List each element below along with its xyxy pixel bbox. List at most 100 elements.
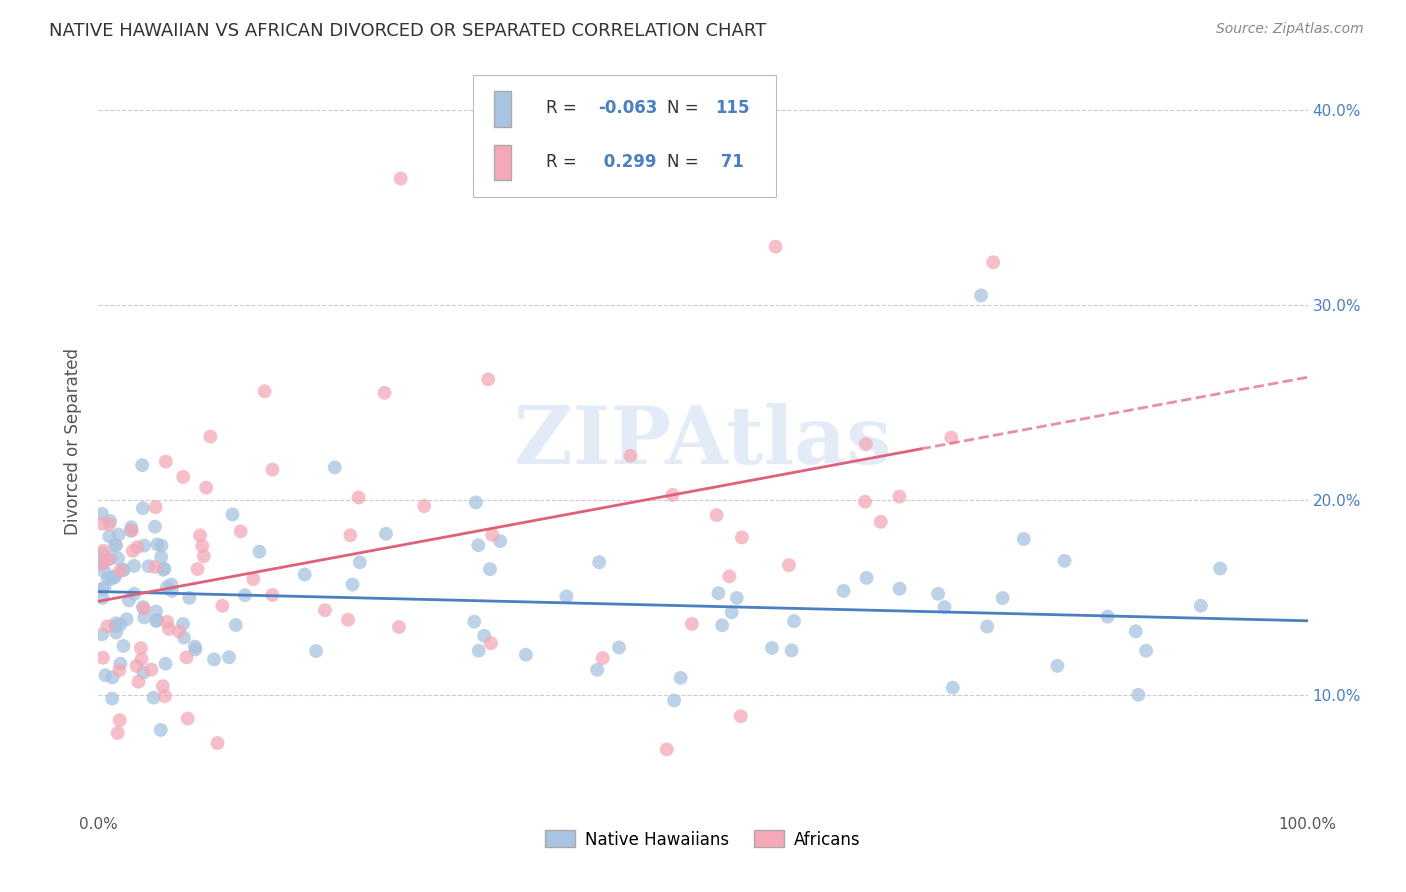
Point (138, 559, 160, 574)
Point (104, 539, 127, 553)
Point (184, 642, 207, 657)
Point (94, 668, 117, 682)
Point (225, 618, 247, 632)
Point (112, 563, 135, 577)
Point (110, 617, 132, 632)
Text: Source: ZipAtlas.com: Source: ZipAtlas.com (1216, 22, 1364, 37)
Point (349, 555, 371, 569)
Point (832, 584, 855, 599)
Point (294, 567, 316, 582)
Point (479, 562, 502, 576)
Point (661, 488, 683, 502)
Point (101, 691, 124, 706)
Text: N =: N = (666, 153, 703, 170)
Point (121, 524, 143, 538)
Point (662, 693, 685, 707)
Point (193, 549, 215, 564)
FancyBboxPatch shape (494, 91, 510, 127)
Point (104, 568, 127, 582)
Point (145, 614, 167, 628)
Text: R =: R = (546, 99, 582, 118)
Point (157, 622, 180, 636)
Point (131, 458, 153, 473)
Text: 115: 115 (716, 99, 749, 118)
Point (337, 613, 360, 627)
Point (707, 586, 730, 600)
Point (202, 652, 225, 666)
Point (152, 563, 174, 577)
Point (146, 613, 169, 627)
Point (191, 539, 214, 553)
Point (253, 384, 276, 399)
Point (1189, 599, 1212, 613)
Text: -0.063: -0.063 (598, 99, 657, 118)
Point (107, 726, 129, 740)
Point (134, 539, 156, 553)
Point (730, 709, 752, 723)
Point (93, 565, 115, 579)
Point (413, 499, 436, 513)
Point (152, 679, 174, 693)
Point (129, 641, 152, 656)
Point (108, 713, 131, 727)
Point (184, 640, 207, 654)
Y-axis label: Divorced or Separated: Divorced or Separated (65, 348, 83, 535)
Point (323, 460, 346, 475)
Point (167, 624, 190, 639)
Point (145, 604, 167, 618)
Point (104, 619, 127, 633)
Point (127, 540, 149, 554)
Point (481, 528, 503, 542)
Point (889, 490, 911, 504)
Legend: Native Hawaiians, Africans: Native Hawaiians, Africans (538, 823, 868, 855)
Point (150, 550, 173, 565)
Point (207, 736, 229, 750)
Point (132, 665, 155, 680)
Point (97, 571, 120, 585)
Text: R =: R = (546, 153, 582, 170)
Point (388, 620, 411, 634)
Point (150, 539, 173, 553)
Point (149, 723, 172, 737)
Point (122, 587, 145, 601)
Point (195, 481, 218, 495)
Point (155, 455, 177, 469)
Point (93, 544, 115, 558)
Text: 0.299: 0.299 (598, 153, 657, 170)
Point (262, 588, 284, 602)
Point (655, 742, 678, 756)
Point (314, 603, 336, 617)
Point (467, 538, 489, 552)
Point (101, 670, 124, 684)
FancyBboxPatch shape (494, 145, 510, 180)
Point (765, 240, 787, 254)
Point (489, 534, 512, 549)
Text: 71: 71 (716, 153, 744, 170)
Point (555, 590, 578, 604)
Point (927, 587, 949, 601)
Point (160, 584, 183, 599)
Point (91, 591, 114, 605)
Point (855, 571, 877, 585)
Point (153, 562, 176, 576)
Point (247, 544, 270, 558)
Point (118, 593, 141, 607)
Point (100, 572, 122, 586)
Point (586, 663, 609, 677)
Point (179, 591, 201, 605)
Point (229, 524, 252, 539)
Point (468, 643, 491, 657)
Point (976, 619, 998, 633)
Point (479, 636, 502, 650)
Point (141, 663, 163, 677)
Point (98, 550, 121, 565)
Point (156, 615, 179, 629)
Point (347, 491, 370, 505)
Point (127, 674, 149, 689)
Point (134, 610, 156, 624)
Point (125, 659, 148, 673)
Point (107, 551, 129, 566)
Point (853, 494, 876, 508)
Point (143, 519, 166, 533)
Point (107, 527, 129, 541)
